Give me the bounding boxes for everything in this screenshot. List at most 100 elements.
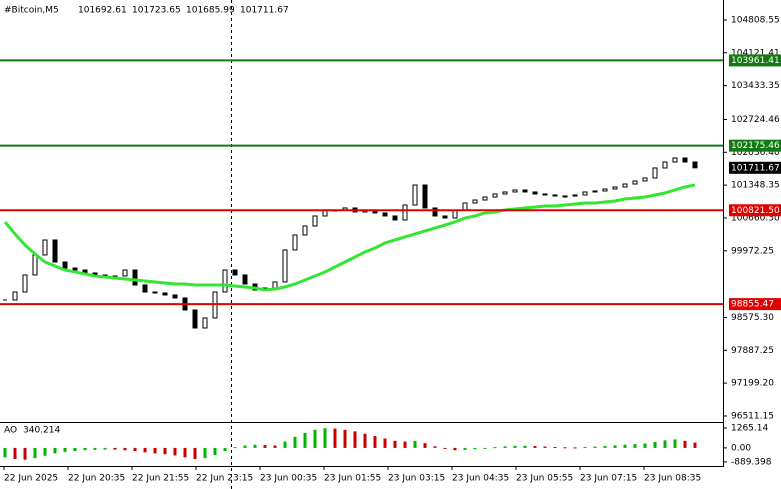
ao-bar xyxy=(353,431,357,448)
candle xyxy=(602,188,608,192)
candle xyxy=(662,161,668,169)
candle xyxy=(72,267,78,271)
candle xyxy=(272,281,278,289)
ao-value: 340.214 xyxy=(23,426,60,436)
level-box xyxy=(729,298,781,311)
ao-bar xyxy=(113,447,117,450)
ao-bar xyxy=(613,445,617,448)
ao-bar xyxy=(383,438,387,448)
candle xyxy=(592,190,598,193)
candle xyxy=(312,215,318,227)
ao-bar xyxy=(23,447,27,460)
ao-bar xyxy=(693,442,697,448)
ao-bar xyxy=(273,445,277,448)
price-box xyxy=(729,161,781,174)
ao-bar xyxy=(533,446,537,448)
ao-bar xyxy=(343,429,347,448)
candle xyxy=(302,225,308,236)
candle xyxy=(542,193,548,196)
ao-bar xyxy=(423,443,427,448)
x-tick-label: 23 Jun 07:15 xyxy=(580,474,637,484)
candle xyxy=(42,239,48,256)
candle xyxy=(622,183,628,188)
ao-bar xyxy=(433,446,437,448)
y-tick-label: 97887.25 xyxy=(731,346,774,356)
candle xyxy=(142,284,148,293)
ao-bar xyxy=(253,444,257,448)
ao-bar xyxy=(3,447,7,458)
ao-bar xyxy=(473,447,477,450)
candle xyxy=(22,274,28,293)
ao-bar xyxy=(173,447,177,456)
ao-bar xyxy=(283,441,287,448)
candle xyxy=(152,291,158,294)
x-tick-label: 23 Jun 00:35 xyxy=(260,474,317,484)
ao-bar xyxy=(603,446,607,448)
ao-bar xyxy=(323,428,327,448)
x-tick-label: 23 Jun 08:35 xyxy=(644,474,701,484)
ao-tick-label: -889.398 xyxy=(731,457,772,467)
ao-bar xyxy=(183,447,187,458)
price-label: 101711.67 xyxy=(731,163,780,173)
x-tick-label: 23 Jun 04:35 xyxy=(452,474,509,484)
ao-bar xyxy=(123,447,127,451)
ao-bar xyxy=(393,440,397,448)
ao-bar xyxy=(403,441,407,448)
ao-bar xyxy=(503,446,507,448)
ao-bar xyxy=(633,444,637,448)
ao-bar xyxy=(203,447,207,459)
ao-bar xyxy=(33,447,37,459)
ao-bar xyxy=(63,447,67,452)
ao-bar xyxy=(483,447,487,449)
candle xyxy=(192,309,198,329)
ao-bar xyxy=(53,447,57,454)
x-tick-label: 22 Jun 21:55 xyxy=(132,474,189,484)
y-tick-label: 104808.55 xyxy=(731,16,780,26)
y-tick-label: 102036.40 xyxy=(731,148,780,158)
y-tick-label: 102724.46 xyxy=(731,115,780,125)
candle xyxy=(12,291,18,301)
candle xyxy=(552,194,558,197)
ao-bar xyxy=(193,447,197,459)
ao-bar xyxy=(643,443,647,448)
level-box xyxy=(729,204,781,217)
candle xyxy=(232,269,238,276)
candle xyxy=(462,202,468,211)
candle xyxy=(502,191,508,195)
candle xyxy=(162,292,168,296)
ao-bar xyxy=(663,440,667,448)
candle xyxy=(672,157,678,163)
ao-bar xyxy=(143,447,147,453)
candle xyxy=(122,269,128,277)
ao-bar xyxy=(13,447,17,459)
ao-tick-label: 0.00 xyxy=(731,443,751,453)
ao-bar xyxy=(583,446,587,448)
y-tick-label: 101348.35 xyxy=(731,181,780,191)
candle xyxy=(32,254,38,276)
candle xyxy=(402,204,408,221)
x-tick-label: 23 Jun 05:55 xyxy=(516,474,573,484)
level-label: 100821.50 xyxy=(731,206,780,216)
ao-bar xyxy=(593,446,597,448)
ao-bar xyxy=(73,447,77,452)
moving-average xyxy=(3,183,696,292)
ao-bar xyxy=(523,445,527,448)
candle xyxy=(382,212,388,217)
candle xyxy=(132,269,138,286)
y-tick-label: 99972.25 xyxy=(731,246,774,256)
ao-bar xyxy=(453,447,457,451)
candle xyxy=(222,269,228,293)
candle xyxy=(442,215,448,219)
ao-name: AO xyxy=(4,426,17,436)
ao-bar xyxy=(563,447,567,449)
y-tick-label: 96511.15 xyxy=(731,411,774,421)
ao-bar xyxy=(263,445,267,448)
x-tick-label: 22 Jun 20:35 xyxy=(68,474,125,484)
candle xyxy=(632,180,638,185)
ao-bar xyxy=(513,445,517,448)
candle xyxy=(482,196,488,201)
ao-bar xyxy=(373,436,377,448)
ao-bar xyxy=(683,440,687,448)
